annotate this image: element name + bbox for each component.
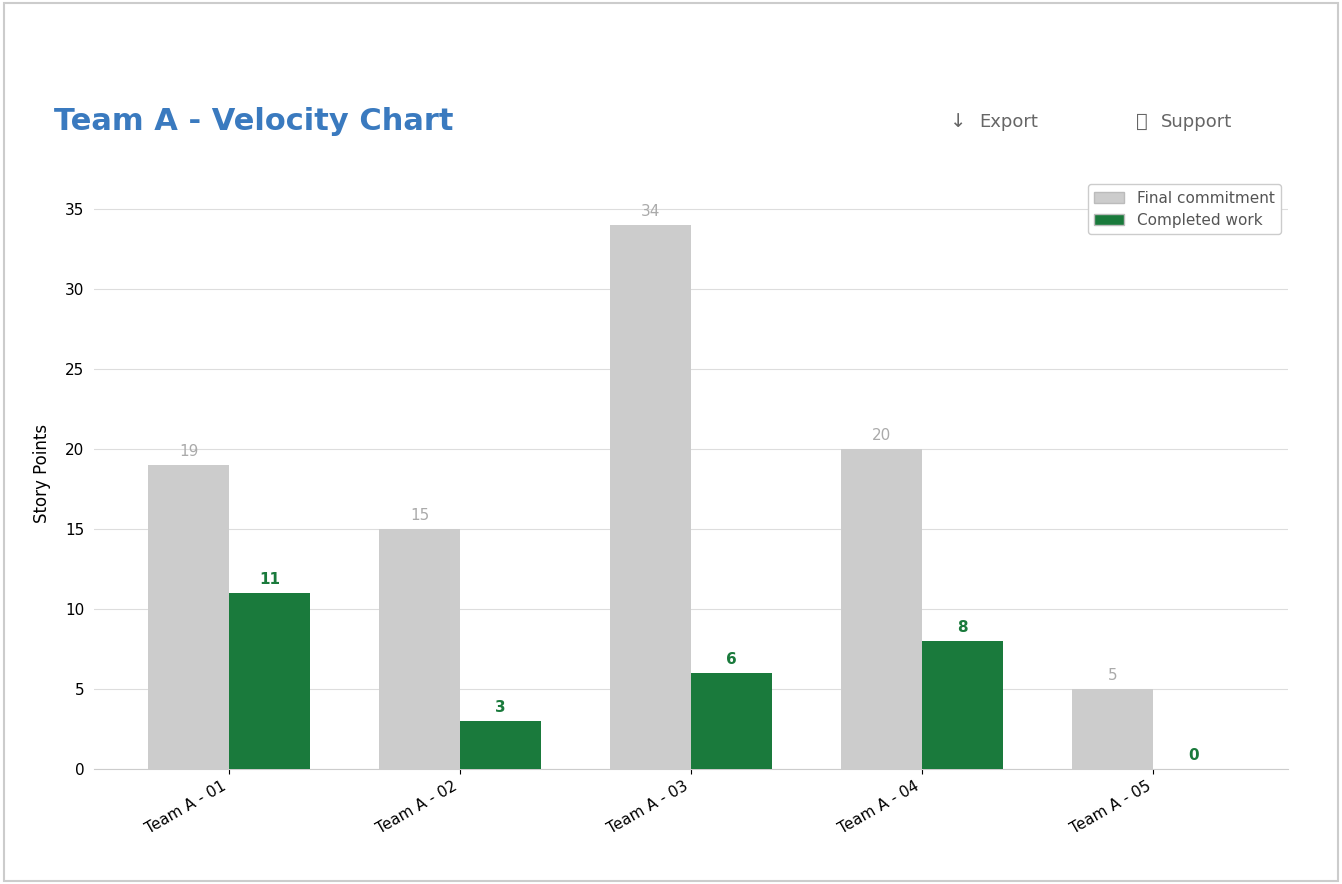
Bar	[691, 673, 772, 769]
Bar	[611, 225, 691, 769]
Text: ↓: ↓	[950, 112, 966, 131]
Bar	[922, 641, 1002, 769]
Text: 6: 6	[726, 652, 737, 667]
Text: 19: 19	[178, 445, 199, 460]
Text: Support: Support	[1161, 112, 1232, 131]
Text: 3: 3	[495, 700, 506, 715]
Text: 0: 0	[1188, 749, 1198, 764]
Bar	[460, 721, 541, 769]
Y-axis label: Story Points: Story Points	[34, 423, 51, 522]
Legend: Final commitment, Completed work: Final commitment, Completed work	[1088, 185, 1280, 234]
Text: Export: Export	[980, 112, 1039, 131]
Text: ⓘ: ⓘ	[1135, 112, 1147, 131]
Text: 15: 15	[411, 508, 429, 523]
Text: Agile Velocity Chart: Agile Velocity Chart	[16, 28, 216, 47]
Text: 20: 20	[872, 429, 891, 443]
Text: Team A - Velocity Chart: Team A - Velocity Chart	[54, 107, 454, 136]
Bar	[380, 529, 460, 769]
Text: 11: 11	[259, 573, 280, 587]
Text: 5: 5	[1108, 668, 1118, 683]
Bar	[148, 465, 229, 769]
Text: 34: 34	[641, 204, 660, 219]
Text: 8: 8	[957, 621, 968, 636]
Bar	[229, 593, 310, 769]
Bar	[1072, 689, 1153, 769]
Bar	[841, 449, 922, 769]
